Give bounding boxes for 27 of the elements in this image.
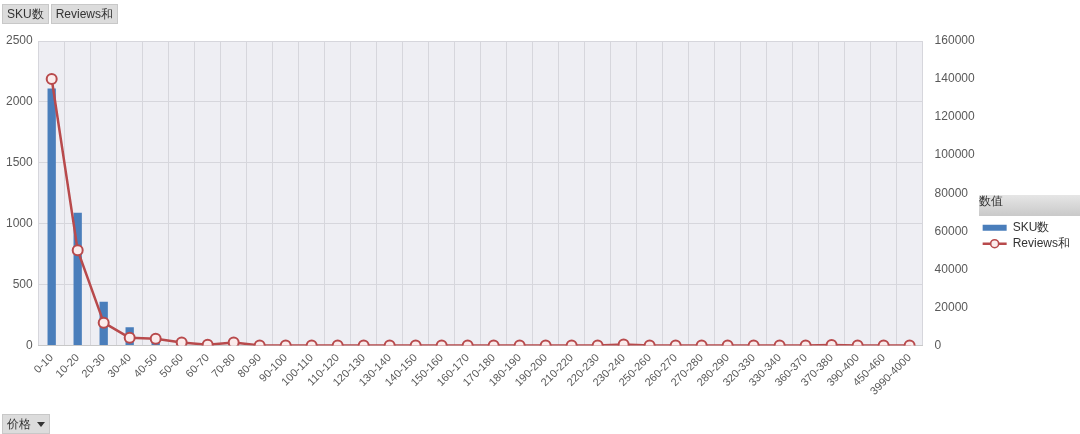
point	[227, 336, 240, 346]
y-tick-label: 1500	[5, 155, 34, 170]
legend-title: 数值	[978, 193, 1003, 208]
x-axis-title: 价格	[7, 416, 31, 433]
point	[175, 336, 188, 346]
y2-tick-label: 80000	[934, 185, 969, 200]
legend-label: Reviews和	[1012, 236, 1071, 251]
y2-tick-label: 40000	[934, 261, 969, 276]
y-tick-label: 2000	[5, 94, 34, 109]
dropdown-button: 价格	[2, 414, 50, 434]
y-tick-label: 1000	[5, 215, 34, 230]
field-button: SKU数	[2, 4, 49, 24]
y-tick-label: 500	[12, 276, 34, 291]
y2-tick-label: 120000	[934, 109, 975, 124]
point	[45, 73, 58, 86]
y2-tick-label: 20000	[934, 299, 969, 314]
y-tick-label: 2500	[5, 33, 34, 48]
y2-tick-label: 0	[934, 337, 942, 352]
field-button: Reviews和	[50, 4, 119, 24]
y2-tick-label: 160000	[934, 33, 975, 48]
y-tick-label: 0	[26, 337, 34, 352]
y2-tick-label: 100000	[934, 147, 975, 162]
legend-label: SKU数	[1012, 220, 1050, 235]
bar	[47, 88, 56, 345]
point	[71, 244, 84, 257]
y2-tick-label: 60000	[934, 223, 969, 238]
y2-tick-label: 140000	[934, 71, 975, 86]
